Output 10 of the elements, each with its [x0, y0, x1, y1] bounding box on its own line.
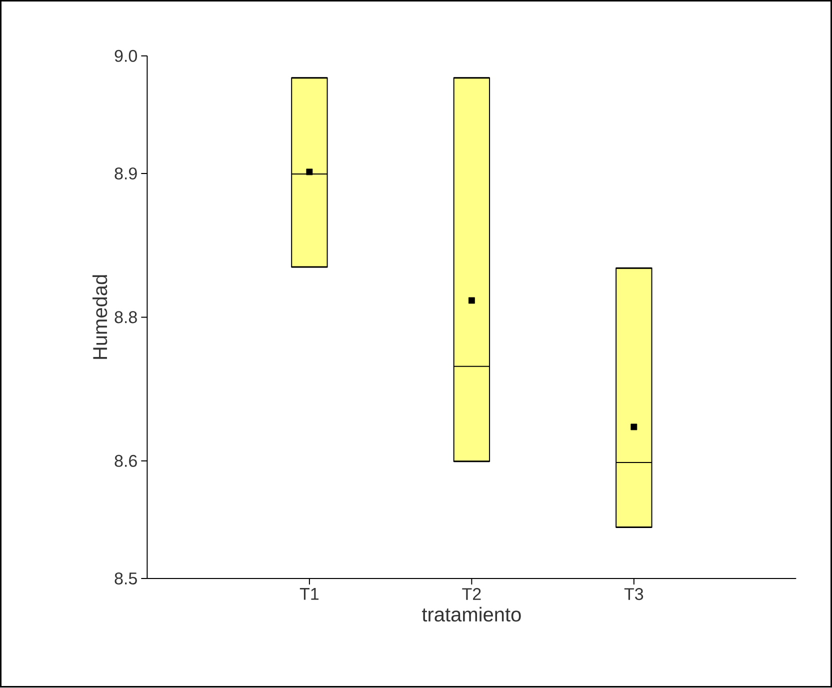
y-tick-label: 8.5: [114, 572, 137, 585]
y-tick-label: 8.8: [114, 311, 137, 324]
x-axis-title: tratamiento: [422, 607, 521, 622]
x-tick-label: T2: [462, 588, 481, 600]
y-tick-label: 9.0: [114, 50, 137, 62]
x-tick-label: T1: [300, 588, 319, 600]
y-tick-label: 8.6: [114, 455, 137, 468]
y-tick-label: 8.9: [114, 168, 137, 180]
x-tick-label: T3: [624, 588, 644, 600]
y-axis-title: Humedad: [92, 275, 108, 360]
